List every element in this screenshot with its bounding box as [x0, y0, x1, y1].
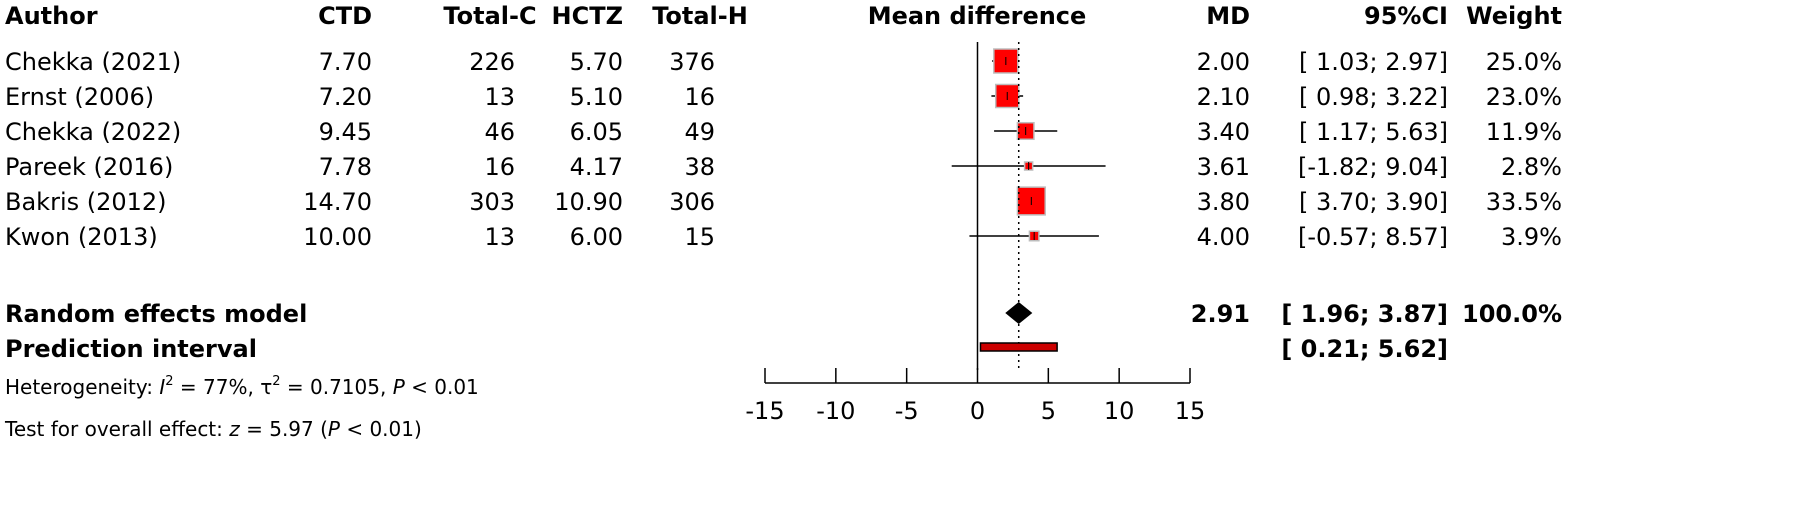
study-ctd: 7.78: [319, 153, 372, 181]
tick-label: 10: [1104, 397, 1135, 425]
overall-effect-text: Test for overall effect: z = 5.97 (P < 0…: [4, 417, 422, 441]
tick-label: 15: [1175, 397, 1206, 425]
study-weight-text: 3.9%: [1501, 223, 1562, 251]
study-ctd: 7.20: [319, 83, 372, 111]
study-weight-text: 23.0%: [1486, 83, 1562, 111]
study-hctz: 4.17: [570, 153, 623, 181]
study-total-h: 15: [684, 223, 715, 251]
study-author: Bakris (2012): [5, 188, 167, 216]
study-md-text: 3.40: [1197, 118, 1250, 146]
study-md-text: 3.80: [1197, 188, 1250, 216]
study-total-c: 226: [469, 48, 515, 76]
study-ci-text: [ 0.98; 3.22]: [1299, 83, 1448, 111]
study-row: Ernst (2006) 7.20 13 5.10 16 2.10 [ 0.98; 3.22…: [5, 83, 1562, 111]
study-row: Kwon (2013) 10.00 13 6.00 15 4.00 [-0.57; 8.57…: [5, 223, 1562, 251]
study-ctd: 9.45: [319, 118, 372, 146]
tick-label: 5: [1041, 397, 1056, 425]
prediction-interval-ci: [ 0.21; 5.62]: [1281, 335, 1448, 363]
study-ci-text: [-1.82; 9.04]: [1298, 153, 1448, 181]
header-row: Author CTD Total-C HCTZ Total-H Mean dif…: [5, 2, 1562, 30]
summary-row: Random effects model 2.91 [ 1.96; 3.87] …: [5, 300, 1562, 363]
study-hctz: 5.10: [570, 83, 623, 111]
header-ctd: CTD: [318, 2, 372, 30]
study-hctz: 5.70: [570, 48, 623, 76]
tick-label: -5: [895, 397, 919, 425]
study-hctz: 10.90: [554, 188, 623, 216]
study-weight-text: 33.5%: [1486, 188, 1562, 216]
study-ci-text: [-0.57; 8.57]: [1298, 223, 1448, 251]
study-total-c: 303: [469, 188, 515, 216]
header-mean-difference: Mean difference: [868, 2, 1087, 30]
study-ci-text: [ 1.17; 5.63]: [1299, 118, 1448, 146]
random-effects-md: 2.91: [1191, 300, 1250, 328]
study-md-text: 3.61: [1197, 153, 1250, 181]
study-total-h: 306: [669, 188, 715, 216]
header-ci: 95%CI: [1364, 2, 1448, 30]
study-hctz: 6.05: [570, 118, 623, 146]
study-total-c: 13: [484, 223, 515, 251]
study-total-h: 376: [669, 48, 715, 76]
study-ci-text: [ 1.03; 2.97]: [1299, 48, 1448, 76]
study-total-c: 16: [484, 153, 515, 181]
header-md: MD: [1206, 2, 1250, 30]
heterogeneity-text: Heterogeneity: I2 = 77%, τ2 = 0.7105, P …: [5, 374, 479, 399]
study-hctz: 6.00: [570, 223, 623, 251]
study-md-text: 2.00: [1197, 48, 1250, 76]
study-ctd: 10.00: [303, 223, 372, 251]
study-total-c: 46: [484, 118, 515, 146]
random-effects-ci: [ 1.96; 3.87]: [1281, 300, 1448, 328]
header-total-h: Total-H: [652, 2, 748, 30]
study-weight-text: 2.8%: [1501, 153, 1562, 181]
summary-diamond: [1005, 302, 1033, 324]
study-square: [1016, 186, 1046, 216]
study-weight-text: 11.9%: [1486, 118, 1562, 146]
study-author: Chekka (2021): [5, 48, 181, 76]
study-md-text: 4.00: [1197, 223, 1250, 251]
study-author: Ernst (2006): [5, 83, 154, 111]
random-effects-label: Random effects model: [5, 300, 307, 328]
study-row: Chekka (2021) 7.70 226 5.70 376 2.00 [ 1.03; 2…: [5, 48, 1562, 76]
study-total-c: 13: [484, 83, 515, 111]
study-total-h: 49: [684, 118, 715, 146]
study-ctd: 14.70: [303, 188, 372, 216]
study-total-h: 38: [684, 153, 715, 181]
study-row: Pareek (2016) 7.78 16 4.17 38 3.61 [-1.82; 9.0…: [5, 153, 1562, 181]
study-author: Chekka (2022): [5, 118, 181, 146]
study-weight-text: 25.0%: [1486, 48, 1562, 76]
tick-label: 0: [970, 397, 985, 425]
study-row: Chekka (2022) 9.45 46 6.05 49 3.40 [ 1.17; 5.6…: [5, 118, 1562, 146]
x-axis: -15 -10 -5 0 5 10 15: [745, 368, 1205, 425]
prediction-interval-bar: [979, 342, 1058, 352]
header-hctz: HCTZ: [552, 2, 623, 30]
study-row: Bakris (2012) 14.70 303 10.90 306 3.80 [ 3.70;…: [5, 188, 1562, 216]
header-weight: Weight: [1466, 2, 1562, 30]
header-author: Author: [5, 2, 98, 30]
prediction-interval-label: Prediction interval: [5, 335, 257, 363]
study-md-text: 2.10: [1197, 83, 1250, 111]
study-ci-text: [ 3.70; 3.90]: [1299, 188, 1448, 216]
tick-label: -10: [816, 397, 855, 425]
study-author: Pareek (2016): [5, 153, 173, 181]
study-total-h: 16: [684, 83, 715, 111]
tick-label: -15: [745, 397, 784, 425]
random-effects-weight: 100.0%: [1462, 300, 1562, 328]
study-author: Kwon (2013): [5, 223, 158, 251]
header-total-c: Total-C: [443, 2, 536, 30]
study-ctd: 7.70: [319, 48, 372, 76]
